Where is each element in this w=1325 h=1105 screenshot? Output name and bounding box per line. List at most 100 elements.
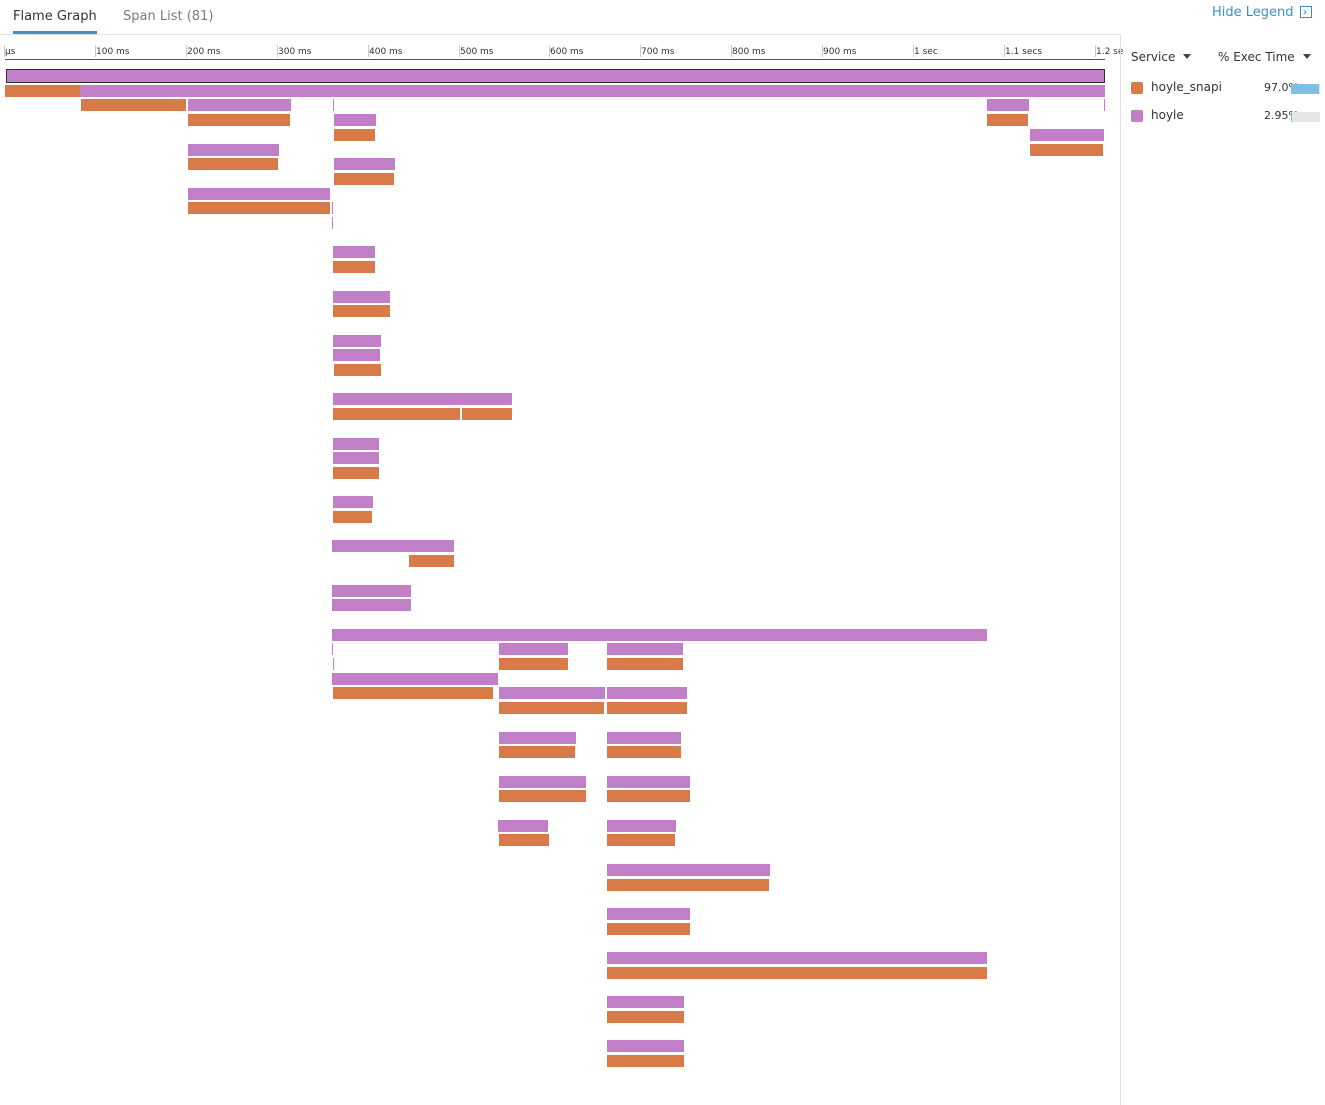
span-bar[interactable] <box>606 864 770 876</box>
span-bar[interactable] <box>5 85 80 97</box>
span-bar[interactable] <box>498 687 605 699</box>
span-bar[interactable] <box>606 746 682 758</box>
span-bar[interactable] <box>606 923 691 935</box>
span-bar[interactable] <box>498 643 568 655</box>
span-bar[interactable] <box>333 687 494 699</box>
span-bar[interactable] <box>333 408 461 420</box>
span-bar[interactable] <box>333 452 379 464</box>
span-bar[interactable] <box>332 643 334 655</box>
span-bar[interactable] <box>606 776 691 788</box>
span-bar[interactable] <box>497 820 548 832</box>
span-bar[interactable] <box>81 99 186 111</box>
span-bar[interactable] <box>333 246 375 258</box>
span-bar[interactable] <box>606 643 684 655</box>
span-bar[interactable] <box>333 467 379 479</box>
span-bar[interactable] <box>332 217 334 229</box>
span-bar[interactable] <box>187 188 331 200</box>
span-bar[interactable] <box>606 1011 685 1023</box>
span-bar[interactable] <box>606 952 987 964</box>
sort-caret-icon <box>1302 54 1311 59</box>
exec-time-bar-fill <box>1291 84 1320 94</box>
span-bar[interactable] <box>606 732 682 744</box>
span-bar[interactable] <box>333 511 373 523</box>
span-bar[interactable] <box>606 967 987 979</box>
exec-time-bar <box>1291 84 1320 94</box>
span-bar[interactable] <box>333 393 513 405</box>
span-bar[interactable] <box>333 261 375 273</box>
span-bar[interactable] <box>606 879 769 891</box>
exec-time-percent: 2.95% <box>1264 109 1299 122</box>
span-bar[interactable] <box>334 173 395 185</box>
span-bar[interactable] <box>498 702 605 714</box>
span-bar[interactable] <box>333 349 381 361</box>
span-bar[interactable] <box>498 776 586 788</box>
span-bar[interactable] <box>606 702 687 714</box>
span-bar[interactable] <box>332 540 455 552</box>
span-bar[interactable] <box>606 687 687 699</box>
flame-graph[interactable] <box>5 69 1106 1105</box>
span-bar[interactable] <box>333 335 382 347</box>
span-bar[interactable] <box>1029 144 1104 156</box>
time-tick-label: 500 ms <box>459 45 494 57</box>
legend-row-hoyle-snapi[interactable]: hoyle_snapi 97.0% <box>1121 80 1325 96</box>
span-bar[interactable] <box>606 790 690 802</box>
time-tick-label: µs <box>3 45 16 57</box>
time-tick-label: 900 ms <box>822 45 857 57</box>
sort-caret-icon <box>1183 54 1192 59</box>
span-bar[interactable] <box>333 99 335 111</box>
span-bar[interactable] <box>333 305 390 317</box>
collapse-panel-icon <box>1299 3 1312 21</box>
span-bar[interactable] <box>606 820 676 832</box>
span-bar[interactable] <box>606 1055 685 1067</box>
span-bar[interactable] <box>187 158 278 170</box>
tab-span-list[interactable]: Span List (81) <box>123 9 214 24</box>
time-tick-label: 600 ms <box>549 45 584 57</box>
span-bar[interactable] <box>333 291 390 303</box>
span-bar[interactable] <box>5 69 1106 83</box>
tab-bar: Flame Graph Span List (81) <box>0 0 1120 35</box>
service-name: hoyle <box>1151 108 1184 122</box>
span-bar[interactable] <box>333 438 379 450</box>
span-bar[interactable] <box>334 158 395 170</box>
span-bar[interactable] <box>333 658 335 670</box>
span-bar[interactable] <box>334 364 382 376</box>
legend-row-hoyle[interactable]: hoyle 2.95% <box>1121 108 1325 124</box>
span-bar[interactable] <box>498 834 549 846</box>
hide-legend-button[interactable]: Hide Legend <box>1212 3 1312 22</box>
span-bar[interactable] <box>187 99 292 111</box>
span-bar[interactable] <box>1029 129 1105 141</box>
span-bar[interactable] <box>606 658 684 670</box>
span-bar[interactable] <box>332 599 412 611</box>
span-bar[interactable] <box>986 114 1028 126</box>
span-bar[interactable] <box>606 1040 685 1052</box>
span-bar[interactable] <box>498 746 575 758</box>
span-bar[interactable] <box>333 496 374 508</box>
span-bar[interactable] <box>332 585 412 597</box>
span-bar[interactable] <box>1104 99 1106 111</box>
span-bar[interactable] <box>606 996 685 1008</box>
span-bar[interactable] <box>498 790 586 802</box>
span-bar[interactable] <box>334 114 376 126</box>
span-bar[interactable] <box>498 732 576 744</box>
span-bar[interactable] <box>332 629 987 641</box>
span-bar[interactable] <box>187 144 279 156</box>
exec-time-column-header[interactable]: % Exec Time <box>1218 50 1311 66</box>
hide-legend-label: Hide Legend <box>1212 5 1294 20</box>
span-bar[interactable] <box>187 114 291 126</box>
span-bar[interactable] <box>408 555 455 567</box>
span-bar[interactable] <box>606 834 675 846</box>
span-bar[interactable] <box>332 202 334 214</box>
span-bar[interactable] <box>986 99 1029 111</box>
span-bar[interactable] <box>187 202 331 214</box>
span-bar[interactable] <box>332 673 498 685</box>
span-bar[interactable] <box>462 408 513 420</box>
span-bar[interactable] <box>80 85 1105 97</box>
tab-flame-graph[interactable]: Flame Graph <box>13 0 97 34</box>
span-bar[interactable] <box>606 908 691 920</box>
span-bar[interactable] <box>334 129 375 141</box>
time-axis-line <box>5 59 1105 60</box>
service-column-header[interactable]: Service <box>1131 50 1192 66</box>
exec-time-bar <box>1291 112 1320 122</box>
exec-time-percent: 97.0% <box>1264 81 1299 94</box>
span-bar[interactable] <box>498 658 568 670</box>
